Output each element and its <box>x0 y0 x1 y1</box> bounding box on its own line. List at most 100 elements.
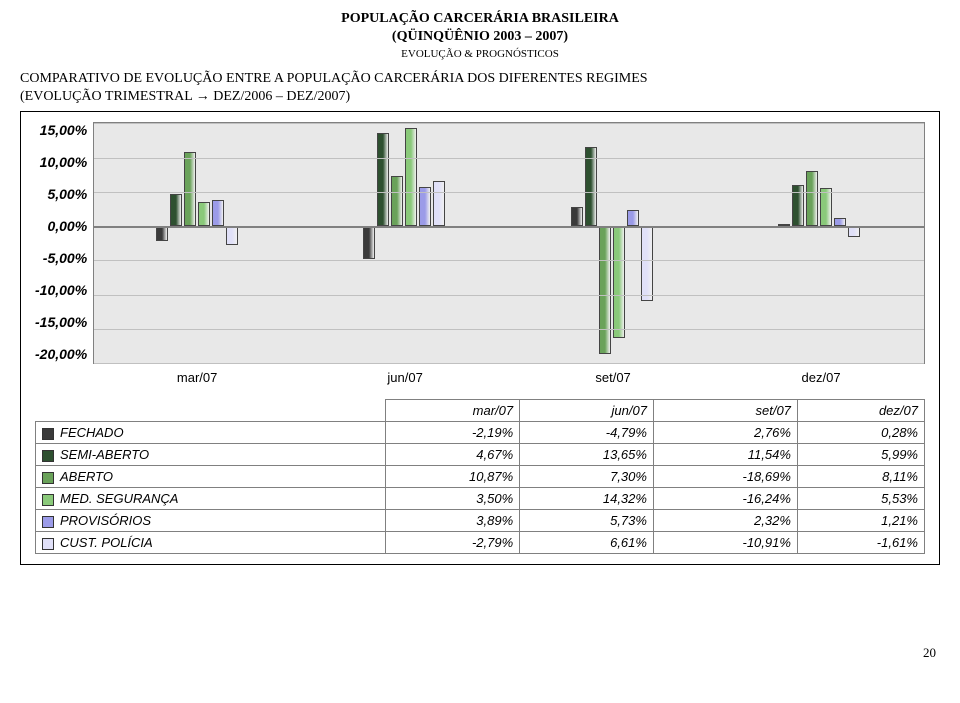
bar <box>613 226 625 337</box>
table-row: SEMI-ABERTO4,67%13,65%11,54%5,99% <box>36 444 925 466</box>
value-cell: 5,73% <box>520 510 654 532</box>
bar <box>820 188 832 226</box>
x-tick-label: jun/07 <box>301 370 509 385</box>
bar <box>834 218 846 226</box>
value-cell: 3,50% <box>386 488 520 510</box>
grid-line <box>94 158 924 159</box>
series-name-cell: SEMI-ABERTO <box>36 444 386 466</box>
column-header: jun/07 <box>520 400 654 422</box>
legend-swatch <box>42 450 54 462</box>
bar <box>184 152 196 227</box>
column-header: dez/07 <box>797 400 924 422</box>
bar <box>641 226 653 301</box>
value-cell: 3,89% <box>386 510 520 532</box>
page-number: 20 <box>20 645 940 661</box>
value-cell: -16,24% <box>653 488 797 510</box>
bar <box>377 133 389 227</box>
value-cell: 10,87% <box>386 466 520 488</box>
legend-swatch <box>42 428 54 440</box>
legend-swatch <box>42 494 54 506</box>
bar <box>363 226 375 259</box>
y-tick-label: 15,00% <box>35 122 87 138</box>
table-header-row: mar/07jun/07set/07dez/07 <box>36 400 925 422</box>
bar-group <box>509 123 716 363</box>
chart-panel: 15,00% 10,00% 5,00% 0,00% -5,00% -10,00% -15,0… <box>35 122 925 385</box>
heading-line2: (EVOLUÇÃO TRIMESTRAL → DEZ/2006 – DEZ/20… <box>20 89 350 104</box>
bars-layer <box>94 123 924 363</box>
bar <box>391 176 403 226</box>
value-cell: -10,91% <box>653 532 797 554</box>
grid-line <box>94 192 924 193</box>
series-name-cell: MED. SEGURANÇA <box>36 488 386 510</box>
x-tick-label: mar/07 <box>93 370 301 385</box>
bar-group <box>302 123 509 363</box>
value-cell: 5,53% <box>797 488 924 510</box>
value-cell: -18,69% <box>653 466 797 488</box>
grid-line <box>94 123 924 124</box>
x-axis-labels: mar/07jun/07set/07dez/07 <box>93 370 925 385</box>
bar <box>585 147 597 226</box>
value-cell: 6,61% <box>520 532 654 554</box>
grid-line <box>94 363 924 364</box>
value-cell: 0,28% <box>797 422 924 444</box>
y-tick-label: -5,00% <box>35 250 87 266</box>
legend-swatch <box>42 516 54 528</box>
value-cell: 14,32% <box>520 488 654 510</box>
y-tick-label: -10,00% <box>35 282 87 298</box>
y-tick-label: -15,00% <box>35 314 87 330</box>
table-row: PROVISÓRIOS3,89%5,73%2,32%1,21% <box>36 510 925 532</box>
table-row: ABERTO10,87%7,30%-18,69%8,11% <box>36 466 925 488</box>
series-name-cell: CUST. POLÍCIA <box>36 532 386 554</box>
zero-line <box>94 226 924 228</box>
legend-swatch <box>42 538 54 550</box>
y-tick-label: 0,00% <box>35 218 87 234</box>
value-cell: 2,76% <box>653 422 797 444</box>
value-cell: 11,54% <box>653 444 797 466</box>
table-row: FECHADO-2,19%-4,79%2,76%0,28% <box>36 422 925 444</box>
value-cell: 8,11% <box>797 466 924 488</box>
bar <box>433 181 445 226</box>
bar <box>212 200 224 227</box>
value-cell: 7,30% <box>520 466 654 488</box>
bar <box>170 194 182 226</box>
series-name-cell: FECHADO <box>36 422 386 444</box>
data-table: mar/07jun/07set/07dez/07FECHADO-2,19%-4,… <box>35 399 925 554</box>
column-header: set/07 <box>653 400 797 422</box>
bar <box>627 210 639 226</box>
bar <box>156 226 168 241</box>
value-cell: -2,79% <box>386 532 520 554</box>
bar-group <box>94 123 301 363</box>
bar-group <box>717 123 924 363</box>
plot-area <box>93 122 925 364</box>
plot-wrap: mar/07jun/07set/07dez/07 <box>93 122 925 385</box>
table-row: MED. SEGURANÇA3,50%14,32%-16,24%5,53% <box>36 488 925 510</box>
value-cell: 1,21% <box>797 510 924 532</box>
section-heading: COMPARATIVO DE EVOLUÇÃO ENTRE A POPULAÇÃ… <box>20 70 940 108</box>
bar <box>405 128 417 226</box>
series-name-cell: ABERTO <box>36 466 386 488</box>
title-line1: POPULAÇÃO CARCERÁRIA BRASILEIRA <box>341 11 619 26</box>
table-row: CUST. POLÍCIA-2,79%6,61%-10,91%-1,61% <box>36 532 925 554</box>
value-cell: 2,32% <box>653 510 797 532</box>
bar <box>806 171 818 227</box>
grid-line <box>94 329 924 330</box>
value-cell: 5,99% <box>797 444 924 466</box>
bar <box>599 226 611 354</box>
value-cell: -1,61% <box>797 532 924 554</box>
value-cell: 13,65% <box>520 444 654 466</box>
x-tick-label: dez/07 <box>717 370 925 385</box>
column-header <box>36 400 386 422</box>
x-tick-label: set/07 <box>509 370 717 385</box>
bar <box>198 202 210 226</box>
bar <box>226 226 238 245</box>
value-cell: 4,67% <box>386 444 520 466</box>
legend-swatch <box>42 472 54 484</box>
value-cell: -2,19% <box>386 422 520 444</box>
column-header: mar/07 <box>386 400 520 422</box>
doc-title: POPULAÇÃO CARCERÁRIA BRASILEIRA (QÜINQÜÊ… <box>20 10 940 46</box>
y-tick-label: 5,00% <box>35 186 87 202</box>
grid-line <box>94 295 924 296</box>
y-tick-label: -20,00% <box>35 346 87 362</box>
y-tick-label: 10,00% <box>35 154 87 170</box>
chart-container: 15,00% 10,00% 5,00% 0,00% -5,00% -10,00% -15,0… <box>20 111 940 565</box>
